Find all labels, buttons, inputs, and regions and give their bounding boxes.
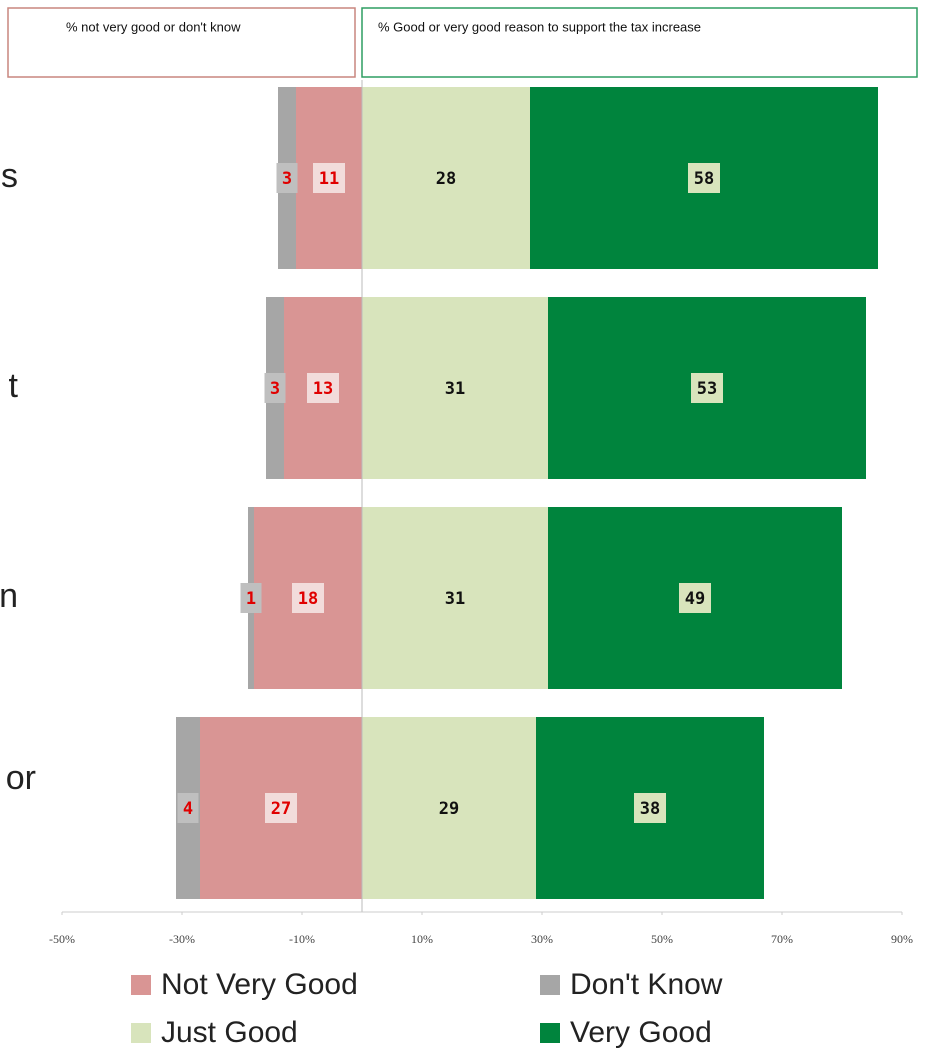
legend-swatch: [540, 975, 560, 995]
label-box: [634, 793, 666, 823]
label-box: [177, 793, 199, 823]
data-label: 1: [246, 589, 256, 609]
data-label: 4: [183, 799, 193, 819]
x-tick-label: -10%: [289, 932, 315, 946]
header-box: [7, 7, 356, 78]
legend-label: Not Very Good: [161, 968, 358, 1001]
data-label: 3: [282, 169, 292, 189]
data-label: 29: [439, 799, 459, 819]
data-label: 31: [445, 589, 465, 609]
category-label: or: [6, 759, 36, 797]
data-label: 27: [271, 799, 291, 819]
data-label: 13: [313, 379, 333, 399]
x-tick-label: 70%: [771, 932, 793, 946]
category-label: t: [9, 367, 19, 405]
x-tick-label: 90%: [891, 932, 913, 946]
data-label: 58: [694, 169, 714, 189]
x-tick-label: 10%: [411, 932, 433, 946]
label-box: [679, 583, 711, 613]
x-tick-label: 50%: [651, 932, 673, 946]
data-label: 28: [436, 169, 456, 189]
bar: [362, 717, 536, 899]
label-box: [265, 793, 297, 823]
data-label: 3: [270, 379, 280, 399]
label-box: [264, 373, 286, 403]
data-label: 38: [640, 799, 660, 819]
bar: [362, 297, 548, 479]
label-box: [688, 163, 720, 193]
legend-swatch: [131, 1023, 151, 1043]
label-box: [691, 373, 723, 403]
legend-swatch: [131, 975, 151, 995]
header-box: [361, 7, 918, 78]
label-box: [292, 583, 324, 613]
bar: [362, 87, 530, 269]
header-right: % Good or very good reason to support th…: [378, 19, 701, 34]
data-label: 11: [319, 169, 339, 189]
label-box: [240, 583, 262, 613]
data-label: 49: [685, 589, 705, 609]
legend-label: Don't Know: [570, 968, 723, 1001]
x-tick-label: -30%: [169, 932, 195, 946]
label-box: [307, 373, 339, 403]
header-left: % not very good or don't know: [66, 19, 241, 34]
category-label: s: [1, 157, 18, 195]
bar: [362, 507, 548, 689]
x-tick-label: 30%: [531, 932, 553, 946]
data-label: 31: [445, 379, 465, 399]
label-box: [313, 163, 345, 193]
legend-label: Just Good: [161, 1016, 298, 1049]
category-label: n: [0, 577, 18, 615]
data-label: 18: [298, 589, 318, 609]
label-box: [276, 163, 298, 193]
x-tick-label: -50%: [49, 932, 75, 946]
data-label: 53: [697, 379, 717, 399]
legend-label: Very Good: [570, 1016, 712, 1049]
legend-swatch: [540, 1023, 560, 1043]
